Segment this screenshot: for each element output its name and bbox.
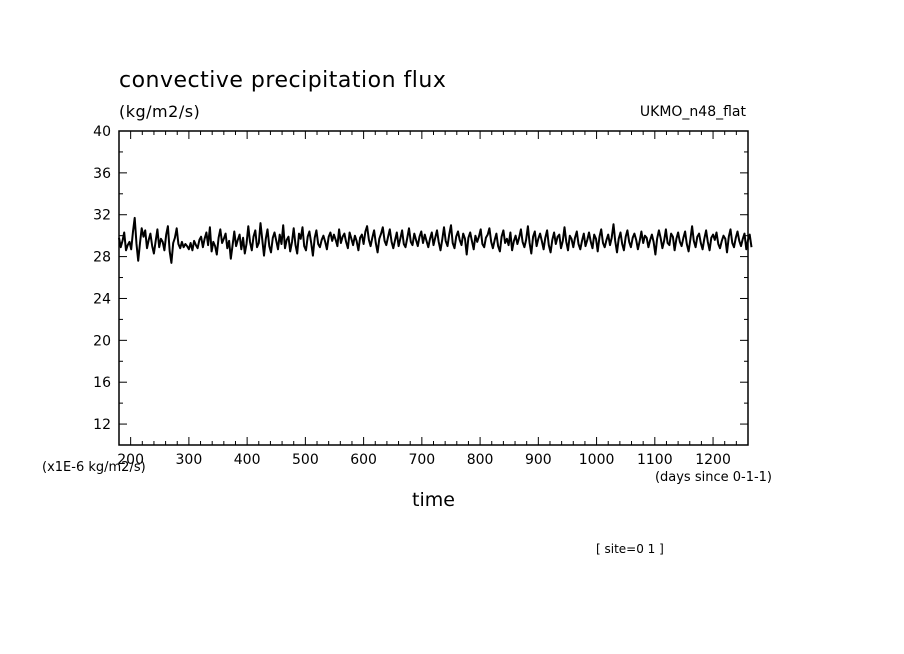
y-tick-label: 40 (93, 124, 111, 140)
y-tick-label: 12 (93, 417, 111, 433)
model-label: UKMO_n48_flat (639, 104, 746, 120)
y-scale-label: (x1E-6 kg/m2/s) (42, 460, 146, 475)
chart-title: convective precipitation flux (119, 68, 447, 93)
y-tick-label: 32 (93, 208, 111, 224)
x-tick-label: 500 (292, 452, 319, 468)
x-tick-label: 900 (525, 452, 552, 468)
y-tick-label: 36 (93, 166, 111, 182)
x-units-label: (days since 0-1-1) (654, 470, 772, 485)
y-tick-label: 20 (93, 333, 111, 349)
x-axis-title: time (412, 489, 455, 511)
x-tick-label: 800 (467, 452, 494, 468)
y-tick-label: 28 (93, 250, 111, 266)
x-tick-label: 300 (176, 452, 203, 468)
x-tick-label: 1200 (695, 452, 731, 468)
y-tick-label: 24 (93, 291, 111, 307)
x-tick-label: 1100 (637, 452, 673, 468)
plot-frame (118, 130, 749, 446)
series-line (118, 216, 753, 264)
x-tick-label: 200 (117, 452, 144, 468)
x-tick-label: 1000 (579, 452, 615, 468)
site-label: [ site=0 1 ] (596, 542, 664, 556)
x-tick-label: 700 (408, 452, 435, 468)
units-label: (kg/m2/s) (119, 102, 201, 121)
y-tick-label: 16 (93, 375, 111, 391)
axis-ticks (118, 130, 749, 446)
tick-labels: 200 300 400 500 600 700 800 900 1000 1100 1200 12 16… (93, 124, 731, 468)
x-tick-label: 400 (234, 452, 261, 468)
x-tick-label: 600 (350, 452, 377, 468)
